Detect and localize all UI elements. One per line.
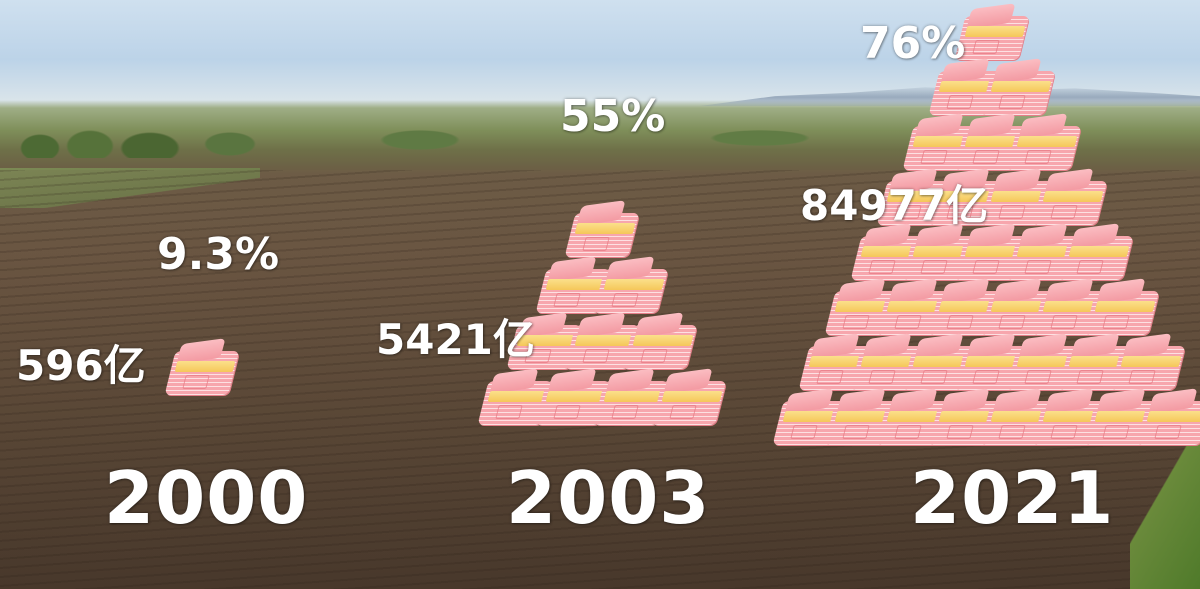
year-2000: 2000 [104,456,309,540]
percent-2003: 55% [560,91,666,142]
percent-2000: 9.3% [157,229,280,280]
money-bundle-icon [164,338,240,397]
money-bundle-icon [1136,388,1200,447]
money-bundle-icon [954,3,1030,62]
money-bundle-icon [1084,278,1160,337]
amount-2021: 84977亿 [800,181,989,230]
money-bundle-icon [1058,223,1134,282]
grass-strip [0,168,260,208]
amount-2003: 5421亿 [376,315,535,364]
money-bundle-icon [1006,113,1082,172]
grass-edge [1130,430,1200,589]
money-bundle-icon [980,58,1056,117]
amount-2000: 596亿 [16,341,146,390]
percent-2021: 76% [860,18,966,69]
money-bundle-icon [1032,168,1108,227]
year-2021: 2021 [910,456,1115,540]
money-bundle-icon [564,200,640,259]
money-bundle-icon [651,368,727,427]
year-2003: 2003 [506,456,711,540]
money-bundle-icon [1110,333,1186,392]
money-bundle-icon [593,256,669,315]
money-bundle-icon [622,312,698,371]
